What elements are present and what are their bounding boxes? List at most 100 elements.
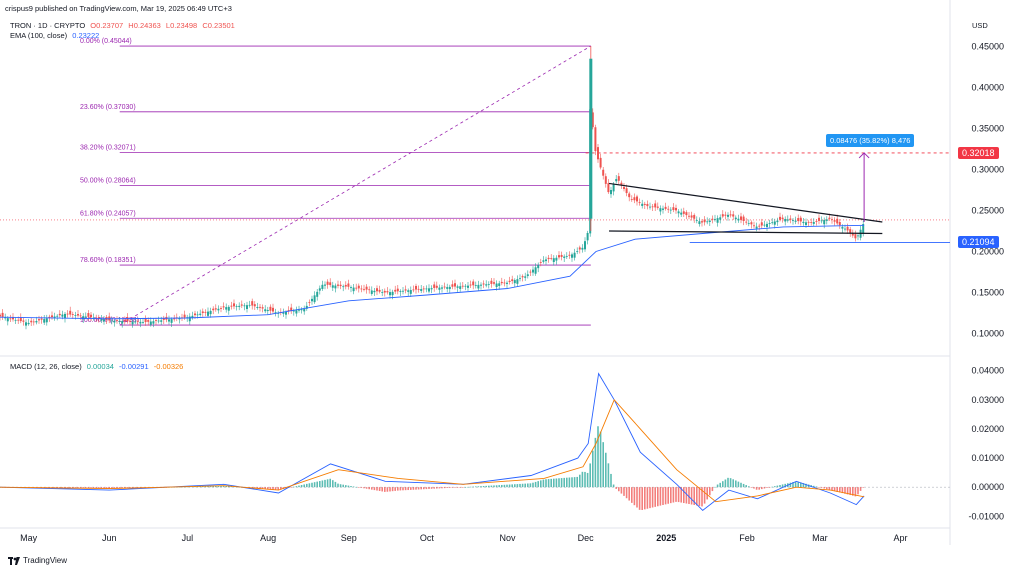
- macd-axis-tick: 0.02000: [971, 424, 1004, 434]
- macd-histogram-bar: [732, 479, 734, 488]
- price-axis-tick: 0.35000: [971, 123, 1004, 133]
- triangle-lower-trendline: [609, 230, 883, 235]
- candle-body: [781, 217, 784, 219]
- candle-body: [321, 284, 324, 289]
- macd-histogram-bar: [745, 485, 747, 488]
- candle-body: [417, 288, 420, 290]
- candle-body: [19, 317, 22, 322]
- macd-histogram-bar: [560, 478, 563, 488]
- low-value: L0.23498: [165, 21, 198, 30]
- candle-body: [695, 220, 698, 221]
- candle-body: [841, 226, 844, 229]
- macd-histogram-bar: [607, 463, 610, 488]
- candle-body: [126, 317, 129, 322]
- candle-body: [721, 214, 724, 217]
- candle-body: [581, 247, 584, 250]
- macd-histogram-bar: [662, 487, 664, 506]
- macd-histogram-bar: [849, 487, 851, 496]
- macd-histogram-bar: [831, 487, 833, 491]
- candle-body: [589, 58, 593, 219]
- macd-histogram-bar: [579, 474, 581, 488]
- macd-histogram-bar: [454, 487, 456, 488]
- macd-histogram-bar: [774, 486, 776, 488]
- macd-histogram-bar: [727, 477, 729, 488]
- current-price-tag: 0.21094: [958, 236, 999, 248]
- symbol-label[interactable]: TRON · 1D · CRYPTO: [10, 21, 86, 30]
- macd-histogram-bar: [345, 485, 347, 488]
- macd-histogram-bar: [672, 487, 675, 503]
- candle-body: [573, 252, 576, 258]
- macd-histogram-bar: [828, 487, 831, 490]
- candle-body: [415, 285, 417, 290]
- candle-body: [383, 290, 386, 293]
- macd-histogram-bar: [373, 487, 376, 491]
- candle-body: [313, 295, 316, 303]
- macd-histogram-bar: [633, 487, 636, 506]
- macd-histogram-bar: [295, 486, 298, 488]
- macd-histogram-bar: [332, 480, 334, 488]
- macd-histogram-bar: [397, 487, 399, 491]
- candle-body: [461, 285, 464, 287]
- candle-body: [526, 274, 529, 277]
- macd-histogram-bar: [82, 487, 84, 489]
- macd-histogram-bar: [698, 487, 701, 506]
- macd-hist-value: 0.00034: [86, 362, 114, 371]
- macd-histogram-bar: [118, 487, 121, 489]
- macd-histogram-bar: [664, 487, 667, 505]
- candle-body: [303, 309, 306, 312]
- candle-body: [4, 317, 7, 319]
- macd-histogram-bar: [92, 487, 95, 489]
- macd-legend[interactable]: MACD (12, 26, close) 0.00034 -0.00291 -0…: [10, 362, 186, 371]
- candle-body: [755, 226, 758, 229]
- macd-histogram-bar: [805, 483, 807, 488]
- candle-body: [425, 288, 428, 290]
- candle-body: [519, 278, 521, 280]
- candle-body: [178, 318, 181, 320]
- fib-trend-line: [119, 45, 592, 326]
- candle-body: [443, 286, 446, 288]
- macd-histogram-bar: [85, 487, 87, 489]
- ema-legend[interactable]: EMA (100, close) 0.23222: [10, 31, 102, 40]
- candle-body: [9, 318, 12, 320]
- candle-body: [552, 258, 555, 263]
- macd-histogram-bar: [420, 487, 422, 490]
- macd-histogram-bar: [352, 486, 355, 488]
- candle-body: [334, 285, 337, 289]
- candle-body: [604, 176, 607, 184]
- tradingview-brand[interactable]: TradingView: [8, 556, 67, 565]
- candle-body: [298, 309, 300, 311]
- macd-histogram-bar: [425, 487, 428, 490]
- macd-histogram-bar: [641, 487, 643, 510]
- candle-body: [690, 215, 693, 218]
- macd-histogram-bar: [446, 487, 448, 489]
- fibonacci-retracement[interactable]: 0.00% (0.45044) 23.60% (0.37030) 38.20% (0…: [80, 38, 592, 326]
- candle-body: [615, 179, 618, 182]
- candle-body: [586, 232, 589, 241]
- macd-histogram-bar: [755, 487, 758, 490]
- candle-body: [430, 288, 433, 290]
- candle-body: [74, 315, 77, 317]
- candle-body: [225, 307, 228, 310]
- macd-histogram-bar: [815, 486, 818, 488]
- candle-body: [862, 224, 865, 234]
- macd-histogram-bar: [794, 481, 797, 488]
- macd-histogram-bar: [430, 487, 433, 489]
- macd-histogram-bar: [527, 483, 529, 488]
- candle-body: [363, 288, 365, 290]
- candle-body: [578, 247, 581, 250]
- macd-histogram-bar: [547, 479, 550, 488]
- macd-histogram-bar: [612, 484, 615, 488]
- macd-histogram-bar: [521, 483, 524, 488]
- macd-histogram-bar: [594, 437, 597, 488]
- candle-body: [784, 218, 787, 222]
- candle-body: [467, 285, 469, 288]
- macd-histogram-bar: [204, 486, 207, 488]
- candle-body: [794, 220, 797, 222]
- candle-body: [789, 218, 792, 220]
- candle-body: [331, 285, 334, 288]
- candle-body: [854, 234, 857, 239]
- candle-body: [238, 305, 241, 307]
- measure-label[interactable]: 0.08476 (35.82%) 8,476: [826, 134, 915, 147]
- macd-histogram-bar: [670, 487, 672, 504]
